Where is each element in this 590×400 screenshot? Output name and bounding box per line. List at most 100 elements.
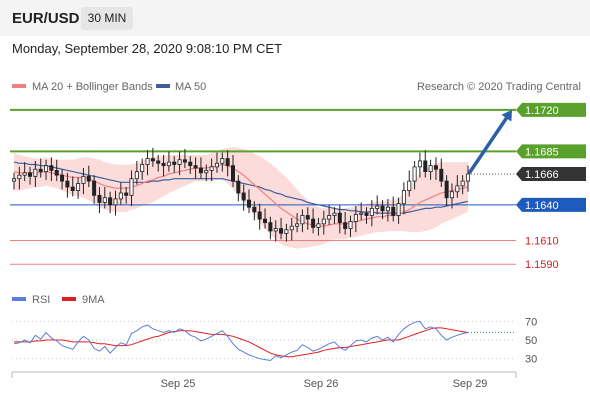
candle <box>380 200 385 220</box>
candle <box>241 184 246 211</box>
candle-body <box>439 168 444 182</box>
candle-body <box>129 178 134 196</box>
level-tag-background <box>516 166 586 181</box>
candle <box>172 156 177 173</box>
datetime-label: Monday, September 28, 2020 9:08:10 PM CE… <box>12 41 283 56</box>
legend-label-ma20: MA 20 + Bollinger Bands <box>32 81 153 93</box>
candle-body <box>28 172 33 177</box>
candle <box>449 183 454 209</box>
candle-body <box>247 199 252 208</box>
candle <box>327 204 332 226</box>
resistance-level-tag: 1.1685 <box>516 144 586 159</box>
candle-body <box>407 180 412 191</box>
rsi-tick-label: 50 <box>525 335 537 347</box>
level-label: 1.1720 <box>525 105 559 117</box>
candle-body <box>391 206 396 216</box>
timeframe-badge[interactable]: 30 MIN <box>81 7 133 30</box>
candle <box>198 157 203 179</box>
candle-body <box>364 212 369 216</box>
candle <box>465 165 471 192</box>
candle-body <box>76 183 81 191</box>
candle <box>49 157 54 182</box>
candle-body <box>241 192 246 201</box>
candle-body <box>97 194 102 203</box>
rsi-line <box>13 320 469 362</box>
candle <box>369 200 374 227</box>
candle <box>209 158 214 182</box>
legend-label-ma50: MA 50 <box>175 81 206 93</box>
candle-body <box>385 206 390 212</box>
candle <box>108 191 113 214</box>
candle <box>257 203 262 230</box>
bollinger-bands <box>14 146 468 249</box>
candle-body <box>214 162 219 168</box>
forecast-arrow-head <box>501 109 512 122</box>
candle-body <box>465 173 471 182</box>
candle <box>439 158 444 188</box>
candle-body <box>428 165 433 173</box>
candle-body <box>369 207 374 216</box>
candle-body <box>198 167 203 174</box>
candle <box>204 164 209 182</box>
candle-body <box>65 180 70 188</box>
candle-body <box>33 168 38 177</box>
candle-body <box>455 185 460 193</box>
candle <box>214 152 219 173</box>
candle-body <box>86 175 91 182</box>
resistance-level-tag: 1.1720 <box>516 102 586 117</box>
level-tag-background <box>516 197 586 212</box>
candle <box>316 217 321 236</box>
candle-body <box>300 215 305 225</box>
candle-body <box>327 215 332 220</box>
legend-swatch-ma20 <box>12 84 26 88</box>
candle-body <box>209 166 214 171</box>
candlesticks <box>11 147 471 242</box>
candle-body <box>236 180 241 194</box>
candle-body <box>60 174 65 182</box>
candle <box>401 182 406 215</box>
candle-body <box>124 192 129 196</box>
chart-header: EUR/USD 30 MIN <box>0 0 590 36</box>
support-level-tag: 1.1640 <box>516 197 586 212</box>
candle-body <box>380 205 385 212</box>
current-level-tag: 1.1666 <box>516 166 586 181</box>
rsi-panel: 70 50 30 <box>12 316 537 366</box>
level-label: 1.1590 <box>525 259 559 271</box>
candle-body <box>284 229 289 234</box>
candle <box>161 154 166 177</box>
candle <box>268 216 273 240</box>
candle <box>359 202 364 221</box>
level-label: 1.1666 <box>525 169 559 181</box>
watermark-text: Research © 2020 Trading Central <box>417 81 581 93</box>
candle <box>444 175 449 207</box>
legend-swatch-9ma <box>62 297 76 301</box>
price-level-tags: 1.1720 1.1685 1.1666 1.1640 1.1610 1.1590 <box>516 102 586 271</box>
candle-body <box>321 218 326 225</box>
candle <box>289 217 294 241</box>
candle <box>460 175 465 195</box>
candle-body <box>332 212 337 216</box>
candle <box>295 213 300 233</box>
candle-body <box>311 218 316 228</box>
candle-body <box>225 158 230 167</box>
candle-body <box>113 198 118 206</box>
candle <box>423 150 428 178</box>
forecast-arrow <box>468 109 512 174</box>
candle-body <box>417 160 422 168</box>
candle-body <box>230 165 235 182</box>
candle <box>300 209 305 233</box>
candle <box>332 207 337 224</box>
candle <box>348 215 353 237</box>
candle-body <box>289 225 294 231</box>
bollinger-band-area <box>14 146 468 249</box>
candle-body <box>204 170 209 174</box>
candle-body <box>134 171 139 180</box>
candle-body <box>140 164 145 172</box>
candle-body <box>166 161 171 167</box>
candle-body <box>49 165 54 171</box>
candle <box>220 152 225 172</box>
candle <box>412 160 417 190</box>
candle-body <box>268 222 273 232</box>
candle <box>247 189 252 214</box>
candle-body <box>102 197 107 203</box>
